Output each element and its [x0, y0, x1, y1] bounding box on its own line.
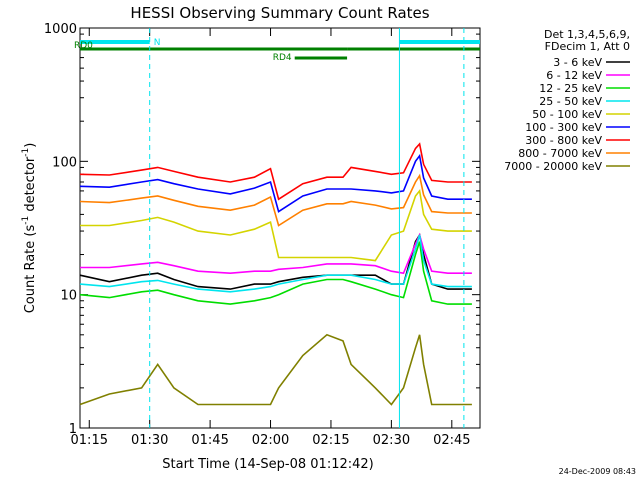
y-tick-label-0: 1 [69, 422, 77, 437]
status-bars: N RD0 RD4 [74, 38, 480, 63]
x-axis-label: Start Time (14-Sep-08 01:12:42) [162, 457, 373, 472]
legend-label-1: 6 - 12 keV [546, 69, 602, 82]
series-line-8 [79, 333, 472, 406]
legend: Det 1,3,4,5,6,9, FDecim 1, Att 0 3 - 6 k… [504, 28, 630, 173]
series-line-3 [79, 234, 472, 293]
tick-labels: 01:15 01:30 01:45 02:00 02:15 02:30 02:45 1 10 10… [44, 22, 471, 448]
rd-bar-label-0: RD0 [74, 41, 93, 51]
x-tick-label-5: 02:30 [373, 433, 410, 448]
y-axis-label: Count Rate (s-1 detector-1) [21, 143, 38, 314]
series-lines [79, 142, 472, 406]
legend-header-2: FDecim 1, Att 0 [545, 40, 630, 53]
legend-label-6: 300 - 800 keV [525, 134, 602, 147]
rd-bar-label-1: RD4 [273, 53, 292, 63]
axis-ticks [80, 27, 480, 429]
y-axis-label-part1: Count Rate (s [23, 225, 38, 314]
series-line-6 [79, 142, 472, 201]
legend-label-2: 12 - 25 keV [539, 82, 602, 95]
series-line-7 [79, 173, 472, 227]
legend-label-5: 100 - 300 keV [525, 121, 602, 134]
legend-header-1: Det 1,3,4,5,6,9, [544, 28, 630, 41]
x-tick-label-3: 02:00 [252, 433, 289, 448]
series-line-5 [79, 153, 472, 213]
series-line-2 [79, 241, 472, 305]
legend-label-7: 800 - 7000 keV [518, 147, 602, 160]
x-tick-label-0: 01:15 [71, 433, 108, 448]
y-axis-label-part3: ) [23, 143, 38, 148]
y-tick-label-1: 10 [60, 289, 77, 304]
series-line-4 [80, 189, 472, 262]
y-axis-label-sup1: -1 [21, 216, 31, 225]
x-tick-label-4: 02:15 [312, 433, 349, 448]
attenuator-bar-label-0: N [154, 38, 161, 48]
y-axis-label-part2: detector [23, 156, 38, 216]
y-axis-label-sup2: -1 [21, 148, 31, 157]
y-axis-label-group: Count Rate (s-1 detector-1) [21, 143, 38, 314]
x-tick-label-6: 02:45 [433, 433, 470, 448]
legend-label-3: 25 - 50 keV [539, 95, 602, 108]
timestamp: 24-Dec-2009 08:43 [559, 467, 636, 476]
marker-lines [149, 28, 465, 428]
x-tick-label-1: 01:30 [131, 433, 168, 448]
plot-frame [79, 27, 481, 429]
legend-label-8: 7000 - 20000 keV [504, 160, 602, 173]
y-tick-label-2: 100 [52, 155, 77, 170]
y-tick-label-3: 1000 [44, 22, 77, 37]
chart-title: HESSI Observing Summary Count Rates [130, 4, 429, 22]
legend-label-0: 3 - 6 keV [553, 56, 602, 69]
legend-label-4: 50 - 100 keV [532, 108, 602, 121]
x-tick-label-2: 01:45 [191, 433, 228, 448]
